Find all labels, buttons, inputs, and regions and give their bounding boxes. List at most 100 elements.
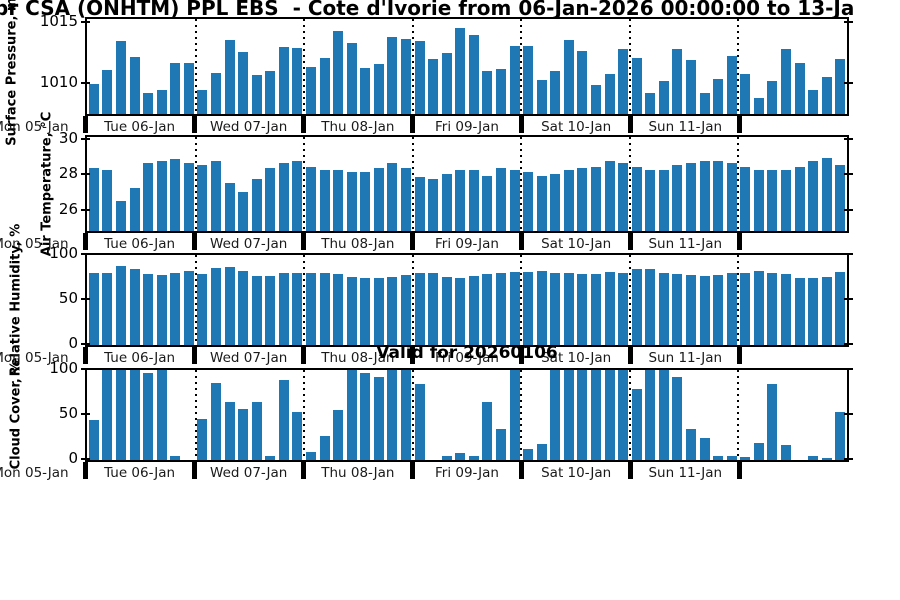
air-temperature-bar — [713, 161, 724, 231]
air-temperature-bar — [346, 171, 357, 231]
relative-humidity-bar — [238, 271, 249, 345]
air-temperature-bar — [183, 162, 194, 231]
cloud-cover-bar — [726, 456, 737, 460]
relative-humidity-bar — [387, 276, 398, 345]
surface-pressure-bar — [305, 66, 316, 114]
y-tick-mark — [81, 173, 90, 176]
cloud-cover-bar — [265, 455, 276, 460]
surface-pressure-bar — [210, 72, 221, 114]
relative-humidity-bar — [251, 275, 262, 345]
y-tick-label: 1010 — [39, 72, 78, 91]
relative-humidity-bar — [360, 277, 371, 345]
relative-humidity-bar — [753, 271, 764, 345]
cloud-cover-bar — [563, 370, 574, 460]
surface-pressure-bar — [794, 62, 805, 114]
y-tick-mark — [81, 458, 90, 460]
surface-pressure-bar — [251, 75, 262, 114]
cloud-cover-bar — [292, 412, 303, 460]
air-temperature-bar — [210, 161, 221, 231]
relative-humidity-bar — [170, 273, 181, 345]
cloud-cover-bar — [780, 444, 791, 460]
air-temperature-bar — [373, 168, 384, 231]
cloud-cover-bar — [455, 452, 466, 460]
cloud-cover-bar — [373, 377, 384, 460]
surface-pressure-bar — [618, 49, 629, 114]
cloud-cover-bar — [699, 437, 710, 460]
air-temperature-bar — [170, 159, 181, 231]
air-temperature-bar — [482, 175, 493, 231]
relative-humidity-bar — [115, 265, 126, 345]
relative-humidity-bar — [319, 273, 330, 345]
y-tick-mark — [81, 20, 90, 23]
cloud-cover-bar — [197, 418, 208, 460]
day-label: Wed 07-Jan — [210, 350, 288, 366]
day-label: Sat 10-Jan — [541, 350, 612, 366]
day-tick-mark — [737, 233, 743, 250]
y-tick-mark — [81, 298, 90, 300]
valid-for-annotation: Valid for 20260106 — [376, 343, 558, 363]
air-temperature-bar — [536, 175, 547, 231]
y-tick-mark — [844, 253, 853, 255]
y-tick-label: 26 — [58, 200, 78, 219]
relative-humidity-bar — [631, 269, 642, 345]
cloud-cover-bar — [685, 428, 696, 460]
relative-humidity-bar — [495, 273, 506, 345]
y-tick-mark — [844, 413, 853, 415]
surface-pressure-bar — [414, 40, 425, 114]
relative-humidity-bar — [808, 278, 819, 345]
day-tick-mark — [409, 116, 415, 133]
day-tick-mark — [519, 347, 525, 364]
day-tick-mark — [628, 347, 634, 364]
surface-pressure-bar — [740, 73, 751, 114]
day-separator-line — [411, 370, 414, 460]
air-temperature-bar — [115, 200, 126, 231]
relative-humidity-bar — [441, 276, 452, 345]
surface-pressure-bar — [373, 64, 384, 114]
day-tick-mark — [628, 462, 634, 479]
relative-humidity-bar — [767, 273, 778, 345]
surface-pressure-bar — [197, 89, 208, 114]
surface-pressure-bar — [658, 81, 669, 114]
air-temperature-bar — [400, 168, 411, 231]
cloud-cover-bar — [387, 370, 398, 460]
day-separator-line — [628, 370, 631, 460]
air-temperature-bar — [455, 170, 466, 231]
y-tick-label: 1015 — [39, 11, 78, 30]
day-separator-line — [194, 137, 197, 231]
cloud-cover-bar — [129, 370, 140, 460]
surface-pressure-bar — [835, 59, 846, 114]
surface-pressure-bar — [360, 67, 371, 114]
relative-humidity-bar — [468, 275, 479, 345]
relative-humidity-bar — [292, 273, 303, 345]
cloud-cover-bar — [495, 428, 506, 460]
day-separator-line — [520, 19, 523, 114]
surface-pressure-bar — [441, 53, 452, 114]
surface-pressure-bar — [102, 70, 113, 114]
surface-pressure-bar — [428, 59, 439, 114]
cloud-cover-bar — [468, 455, 479, 460]
day-separator-line — [737, 19, 740, 114]
cloud-cover-chart — [85, 368, 849, 462]
surface-pressure-bar — [780, 49, 791, 114]
y-tick-mark — [844, 209, 853, 212]
day-tick-mark — [300, 116, 306, 133]
surface-pressure-bar — [183, 62, 194, 114]
day-separator-line — [194, 19, 197, 114]
air-temperature-bar — [88, 168, 99, 231]
air-temperature-bar — [156, 161, 167, 231]
surface-pressure-bar — [726, 55, 737, 114]
air-temperature-bar — [740, 166, 751, 231]
air-temperature-bar — [495, 168, 506, 231]
day-separator-line — [628, 137, 631, 231]
surface-pressure-bar — [631, 57, 642, 114]
cloud-cover-bar — [550, 370, 561, 460]
relative-humidity-bar — [835, 272, 846, 345]
air-temperature-bar — [428, 179, 439, 231]
relative-humidity-bar — [400, 274, 411, 345]
relative-humidity-bar — [143, 273, 154, 345]
cloud-cover-bar — [224, 401, 235, 460]
y-tick-label: 28 — [58, 164, 78, 183]
air-temperature-bar — [523, 171, 534, 231]
relative-humidity-bar — [373, 277, 384, 345]
relative-humidity-bar — [197, 273, 208, 345]
